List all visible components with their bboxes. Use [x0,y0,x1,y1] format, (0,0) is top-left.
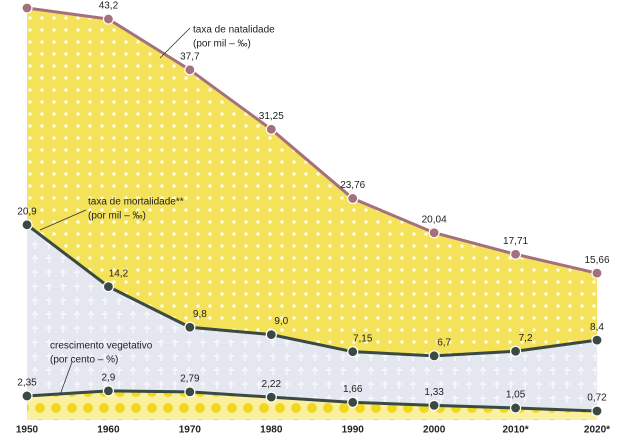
data-point [21,2,33,14]
data-label: 1,66 [343,384,363,395]
data-point [102,13,115,25]
data-label: 43,2 [99,1,119,12]
data-label: 1,05 [506,390,526,401]
annotation: (por cento – %) [50,355,118,366]
annotation: (por mil – ‰) [193,39,251,50]
data-point [509,248,522,260]
leader-line [159,27,191,59]
data-point [509,345,522,357]
data-point [591,334,603,346]
data-point [184,386,196,398]
data-point [265,391,277,403]
data-point [265,329,277,341]
data-label: 1,33 [424,387,444,398]
annotation: taxa de natalidade [193,25,275,36]
leader-line [39,209,87,231]
x-tick-label: 1980 [260,425,283,436]
annotation: crescimento vegetativo [50,341,153,352]
annotation: taxa de mortalidade** [88,197,184,208]
series-line [26,389,598,413]
data-label: 9,8 [193,309,207,320]
data-point [428,399,440,411]
data-label: 20,04 [422,214,447,225]
fill-band [27,224,597,411]
annotation: (por mil – ‰) [88,211,146,222]
series-line [26,6,598,275]
data-point [347,192,359,205]
x-tick-label: 1950 [16,425,39,436]
data-label: 2,35 [17,378,37,389]
x-tick-label: 2010* [503,425,529,436]
data-point [184,321,196,333]
x-tick-label: 1990 [342,425,365,436]
data-label: 9,0 [274,316,288,327]
data-point [509,402,522,414]
data-label: 2,9 [101,373,115,384]
data-label: 14,2 [109,268,129,279]
data-label: 2,22 [262,379,282,390]
data-label: 6,7 [437,337,451,348]
data-label: 8,4 [590,322,604,333]
data-point [428,227,440,239]
data-point [428,350,440,362]
data-label: 44,4 [17,0,37,1]
x-tick-label: 1970 [179,425,202,436]
data-label: 17,71 [503,236,528,247]
data-point [347,396,359,408]
data-point [347,346,359,358]
data-point [265,123,277,135]
fills [27,8,597,420]
leader-line [59,361,73,396]
data-label: 31,25 [259,111,284,122]
data-point [591,405,603,417]
data-point [21,219,33,231]
data-point [184,64,196,76]
data-point [591,267,603,279]
data-label: 2,79 [180,374,200,385]
x-tick-label: 2000 [423,425,446,436]
data-point [21,390,33,402]
data-label: 0,72 [587,393,607,404]
fill-band [27,8,597,356]
plot: 44,4 43,2 37,7 31,25 23,76 20,04 17,71 15,66 20,… [17,0,610,417]
x-tick-label: 1960 [97,425,120,436]
series-line [26,223,598,358]
data-label: 7,15 [353,333,373,344]
data-label: 15,66 [584,255,609,266]
data-label: 7,2 [519,333,533,344]
data-point [102,281,115,293]
data-label: 23,76 [340,180,365,191]
data-point [102,385,115,397]
fill-band [27,390,597,420]
data-label: 20,9 [17,206,37,217]
data-label: 37,7 [180,51,200,62]
x-tick-label: 2020* [584,425,610,436]
